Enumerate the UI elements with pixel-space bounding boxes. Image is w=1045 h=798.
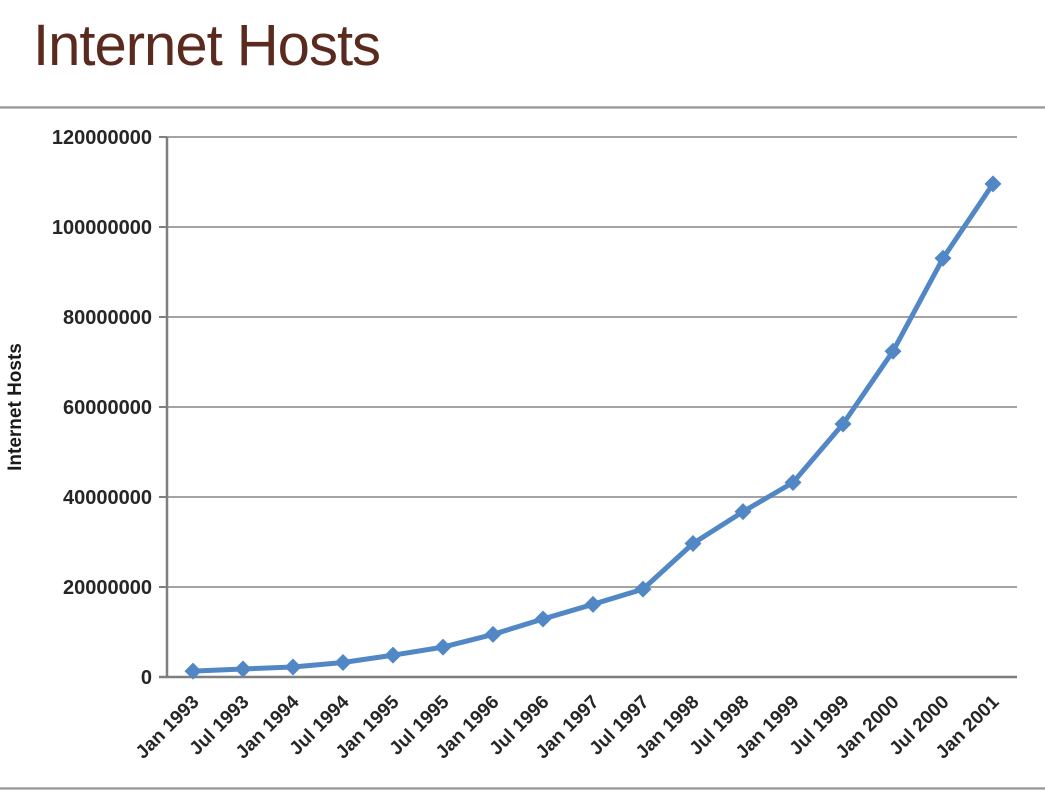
data-point-marker bbox=[384, 646, 402, 664]
data-point-marker bbox=[884, 342, 902, 360]
y-tick-label: 80000000 bbox=[63, 307, 152, 329]
page-title: Internet Hosts bbox=[33, 13, 381, 78]
data-point-marker bbox=[734, 503, 752, 521]
footer-divider bbox=[0, 787, 1045, 790]
header-divider bbox=[0, 106, 1045, 109]
data-point-marker bbox=[184, 662, 202, 680]
y-tick-label: 120000000 bbox=[52, 127, 152, 149]
data-point-marker bbox=[584, 595, 602, 613]
y-tick-label: 20000000 bbox=[63, 577, 152, 599]
y-tick-label: 0 bbox=[141, 667, 152, 689]
data-point-marker bbox=[934, 249, 952, 267]
data-point-marker bbox=[834, 415, 852, 433]
data-point-marker bbox=[484, 625, 502, 643]
data-point-marker bbox=[784, 473, 802, 491]
data-point-marker bbox=[334, 654, 352, 672]
y-tick-label: 60000000 bbox=[63, 397, 152, 419]
data-point-marker bbox=[984, 175, 1002, 193]
data-point-marker bbox=[634, 580, 652, 598]
y-tick-label: 40000000 bbox=[63, 487, 152, 509]
data-point-marker bbox=[234, 660, 252, 678]
data-point-marker bbox=[684, 534, 702, 552]
y-axis-title: Internet Hosts bbox=[5, 343, 26, 471]
y-tick-label: 100000000 bbox=[52, 217, 152, 239]
data-point-marker bbox=[434, 638, 452, 656]
data-point-marker bbox=[534, 610, 552, 628]
data-point-marker bbox=[284, 658, 302, 676]
